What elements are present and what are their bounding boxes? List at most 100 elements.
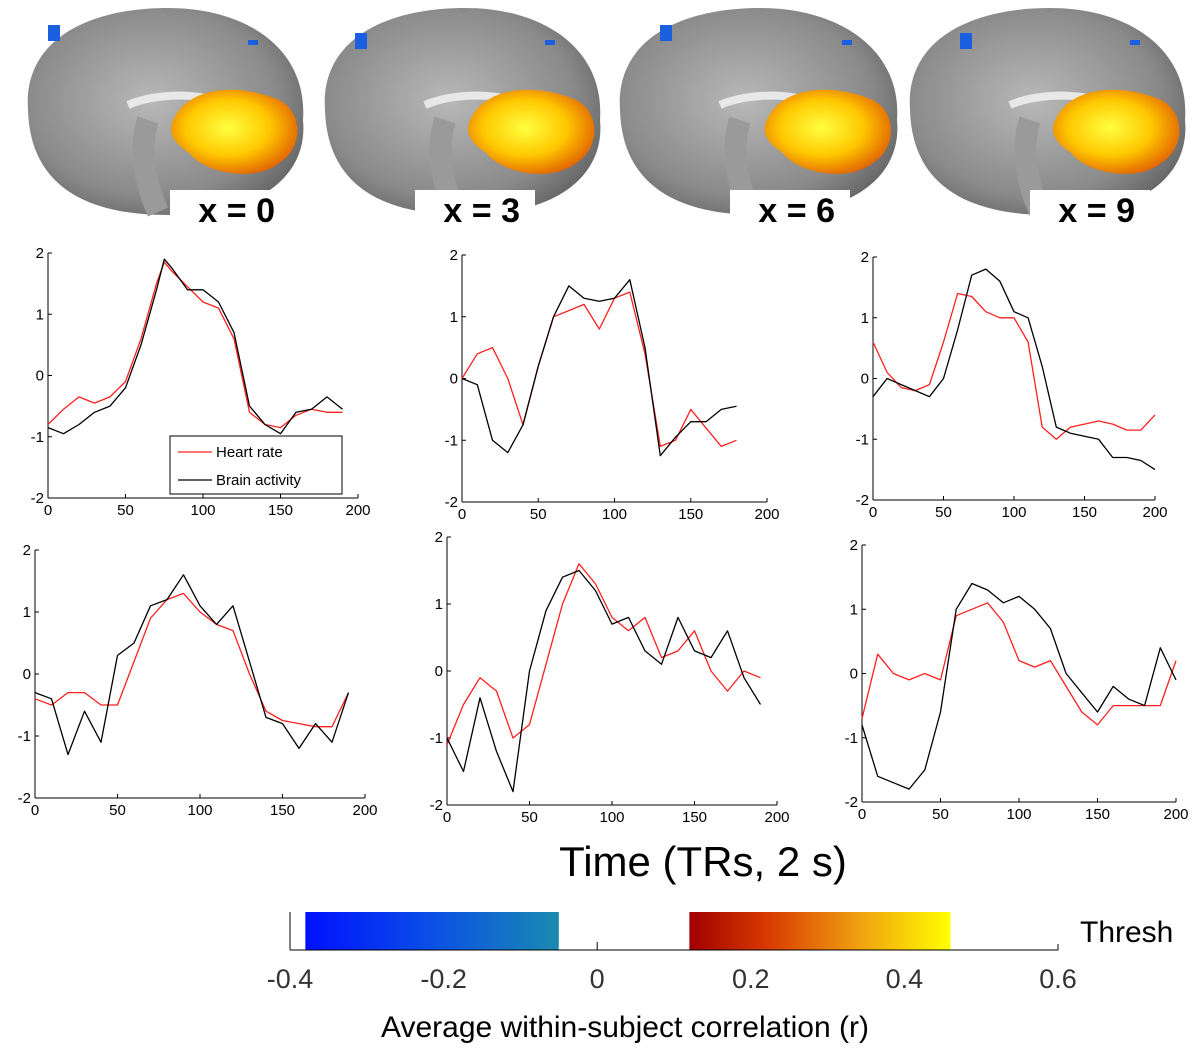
colorbar-tick-label: 0	[590, 964, 605, 994]
y-tick-label: -2	[430, 797, 443, 814]
legend-label: Brain activity	[216, 472, 302, 489]
x-tick-label: 200	[754, 506, 779, 523]
colorbar-positive-band	[689, 912, 951, 950]
y-tick-label: 1	[36, 306, 44, 323]
y-tick-label: 1	[435, 596, 443, 613]
brain-slice-row: x = 0 x = 3 x = 6 x = 9	[27, 8, 1186, 230]
x-tick-label: 100	[187, 802, 212, 819]
heart-rate-line	[34, 592, 350, 728]
x-tick-label: 100	[1006, 806, 1031, 823]
x-tick-label: 50	[935, 504, 952, 521]
legend-box	[169, 435, 343, 495]
y-tick-label: -1	[856, 431, 869, 448]
x-tick-label: 0	[458, 506, 466, 523]
y-tick-label: 0	[861, 371, 869, 388]
heart-rate-line	[861, 602, 1177, 726]
y-tick-label: 2	[36, 245, 44, 262]
y-tick-label: 2	[435, 529, 443, 546]
y-tick-label: -2	[18, 790, 31, 807]
x-tick-label: 200	[1163, 806, 1188, 823]
x-tick-label: 0	[443, 809, 451, 826]
brainstem	[132, 116, 169, 217]
y-tick-label: -2	[31, 490, 44, 507]
x-tick-label: 200	[352, 802, 377, 819]
y-tick-label: 1	[850, 601, 858, 618]
heart-rate-line	[47, 261, 343, 429]
x-tick-label: 50	[932, 806, 949, 823]
y-tick-label: -1	[31, 429, 44, 446]
brain-slice: x = 9	[909, 8, 1186, 230]
brain-slice: x = 0	[27, 8, 304, 230]
threshold-label: Thresh	[1080, 916, 1173, 949]
x-tick-label: 50	[530, 506, 547, 523]
brain-activity-line	[872, 268, 1156, 471]
heart-rate-line	[446, 563, 761, 745]
shared-x-axis-label: Time (TRs, 2 s)	[559, 838, 847, 885]
activation-cluster	[171, 89, 298, 174]
x-tick-label: 200	[345, 502, 370, 519]
x-tick-label: 150	[1072, 504, 1097, 521]
x-tick-label: 150	[1085, 806, 1110, 823]
slice-label-bg	[415, 190, 535, 230]
negative-voxel	[355, 33, 367, 49]
negative-voxel	[960, 33, 972, 49]
heart-rate-line	[461, 291, 737, 448]
y-tick-label: 2	[861, 249, 869, 266]
x-tick-label: 150	[678, 506, 703, 523]
y-tick-label: 0	[23, 666, 31, 683]
colorbar-tick-label: 0.2	[732, 964, 770, 994]
slice-label: x = 9	[1058, 192, 1135, 230]
brain-activity-line	[861, 582, 1177, 790]
slice-label: x = 6	[758, 192, 835, 230]
activation-cluster	[764, 89, 891, 174]
brain-slice: x = 3	[324, 8, 601, 230]
y-tick-label: -2	[445, 494, 458, 511]
x-tick-label: 50	[109, 802, 126, 819]
y-tick-label: -2	[845, 794, 858, 811]
y-tick-label: -1	[845, 730, 858, 747]
negative-voxel	[248, 40, 258, 45]
timecourse-panel: 210-1-20 50 100 150 200	[445, 247, 780, 523]
x-tick-label: 150	[682, 809, 707, 826]
activation-cluster	[468, 89, 595, 174]
slice-label-bg	[730, 190, 850, 230]
colorbar: -0.4 -0.2 0 0.2 0.4 0.6 Average within-subject…	[267, 912, 1173, 1044]
timecourse-panel: 210-1-20 50 100 150 200	[856, 249, 1168, 521]
colorbar-tick-label: -0.4	[267, 964, 314, 994]
x-tick-label: 100	[1001, 504, 1026, 521]
colorbar-tick-label: -0.2	[420, 964, 467, 994]
y-tick-label: -1	[430, 730, 443, 747]
y-tick-label: -1	[445, 432, 458, 449]
x-tick-label: 0	[858, 806, 866, 823]
x-tick-label: 0	[44, 502, 52, 519]
y-tick-label: 2	[850, 537, 858, 554]
brain-activity-line	[34, 574, 350, 756]
timecourse-panel: 210-1-20 50 100 150 200	[430, 529, 790, 826]
y-tick-label: 2	[450, 247, 458, 264]
legend: Heart rate Brain activity	[169, 435, 343, 495]
y-tick-label: -1	[18, 728, 31, 745]
y-tick-label: 2	[23, 542, 31, 559]
y-tick-label: 1	[23, 604, 31, 621]
negative-voxel	[48, 25, 60, 41]
negative-voxel	[660, 25, 672, 41]
x-tick-label: 50	[117, 502, 134, 519]
x-tick-label: 200	[764, 809, 789, 826]
colorbar-tick-label: 0.6	[1039, 964, 1077, 994]
slice-label-bg	[1030, 190, 1150, 230]
colorbar-tick-label: 0.4	[886, 964, 924, 994]
y-tick-label: 0	[36, 368, 44, 385]
y-tick-label: 0	[450, 371, 458, 388]
y-tick-label: 1	[450, 309, 458, 326]
y-tick-label: -2	[856, 492, 869, 509]
slice-label-bg	[170, 190, 290, 230]
x-tick-label: 150	[268, 502, 293, 519]
brain-activity-line	[446, 569, 762, 793]
y-tick-label: 0	[435, 663, 443, 680]
y-tick-label: 0	[850, 666, 858, 683]
activation-cluster	[1053, 89, 1180, 174]
x-tick-label: 0	[31, 802, 39, 819]
x-tick-label: 200	[1142, 504, 1167, 521]
